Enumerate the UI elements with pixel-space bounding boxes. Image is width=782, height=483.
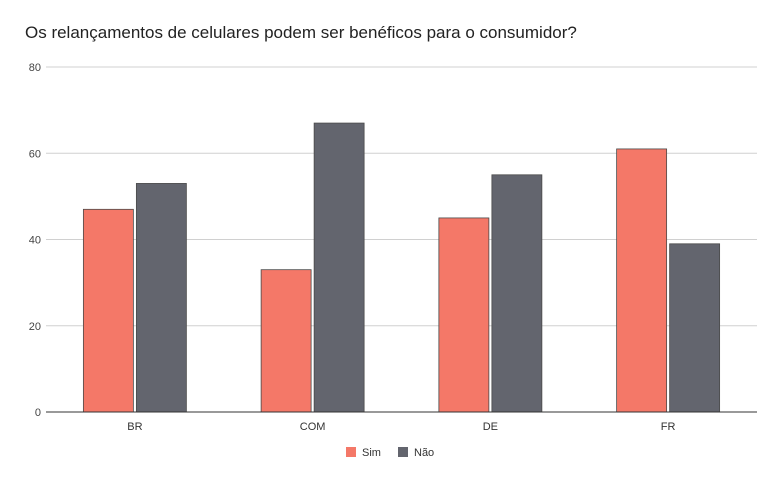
bar-sim-fr bbox=[616, 148, 668, 413]
legend-swatch bbox=[398, 447, 408, 457]
bar-nao-de bbox=[491, 174, 543, 413]
x-tick-label: FR bbox=[661, 421, 676, 433]
y-tick-label: 40 bbox=[29, 235, 41, 247]
bar-sim-de bbox=[438, 217, 490, 413]
bar-sim-br bbox=[82, 208, 134, 413]
y-tick-label: 0 bbox=[35, 407, 41, 419]
x-tick-label: COM bbox=[300, 421, 326, 433]
y-tick-label: 20 bbox=[29, 321, 41, 333]
chart-title: Os relançamentos de celulares podem ser … bbox=[25, 23, 577, 42]
legend-swatch bbox=[346, 447, 356, 457]
x-tick-label: DE bbox=[483, 421, 498, 433]
x-tick-label: BR bbox=[127, 421, 142, 433]
bar-nao-com bbox=[313, 122, 365, 413]
y-tick-label: 80 bbox=[29, 62, 41, 74]
bar-sim-com bbox=[260, 269, 312, 413]
bar-nao-fr bbox=[669, 243, 721, 413]
legend-label: Sim bbox=[362, 447, 381, 459]
legend-label: Não bbox=[414, 447, 434, 459]
y-tick-label: 60 bbox=[29, 148, 41, 160]
bar-nao-br bbox=[135, 183, 187, 413]
